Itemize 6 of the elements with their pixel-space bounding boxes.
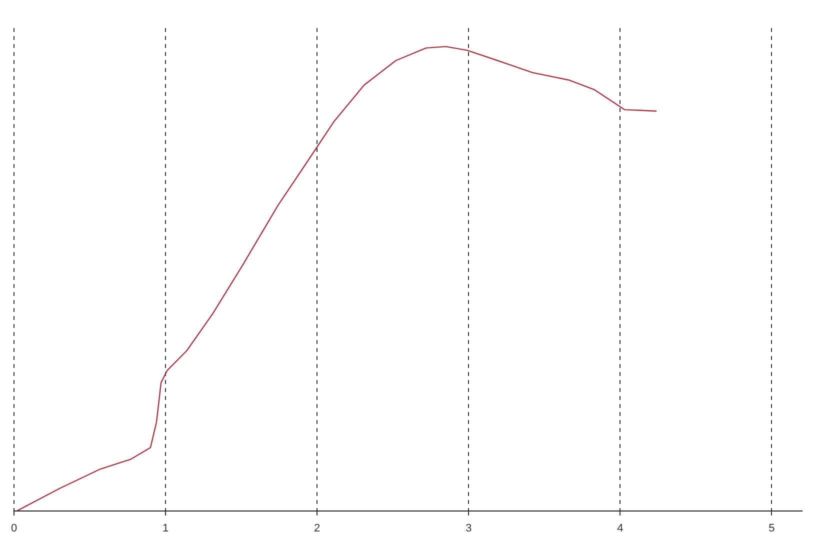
x-tick-label: 2: [314, 522, 320, 534]
x-tick-label: 5: [768, 522, 775, 534]
x-tick-label: 3: [466, 522, 472, 534]
x-tick-label: 1: [162, 522, 169, 534]
x-tick-label: 4: [617, 522, 624, 534]
x-tick-label: 0: [10, 522, 18, 534]
